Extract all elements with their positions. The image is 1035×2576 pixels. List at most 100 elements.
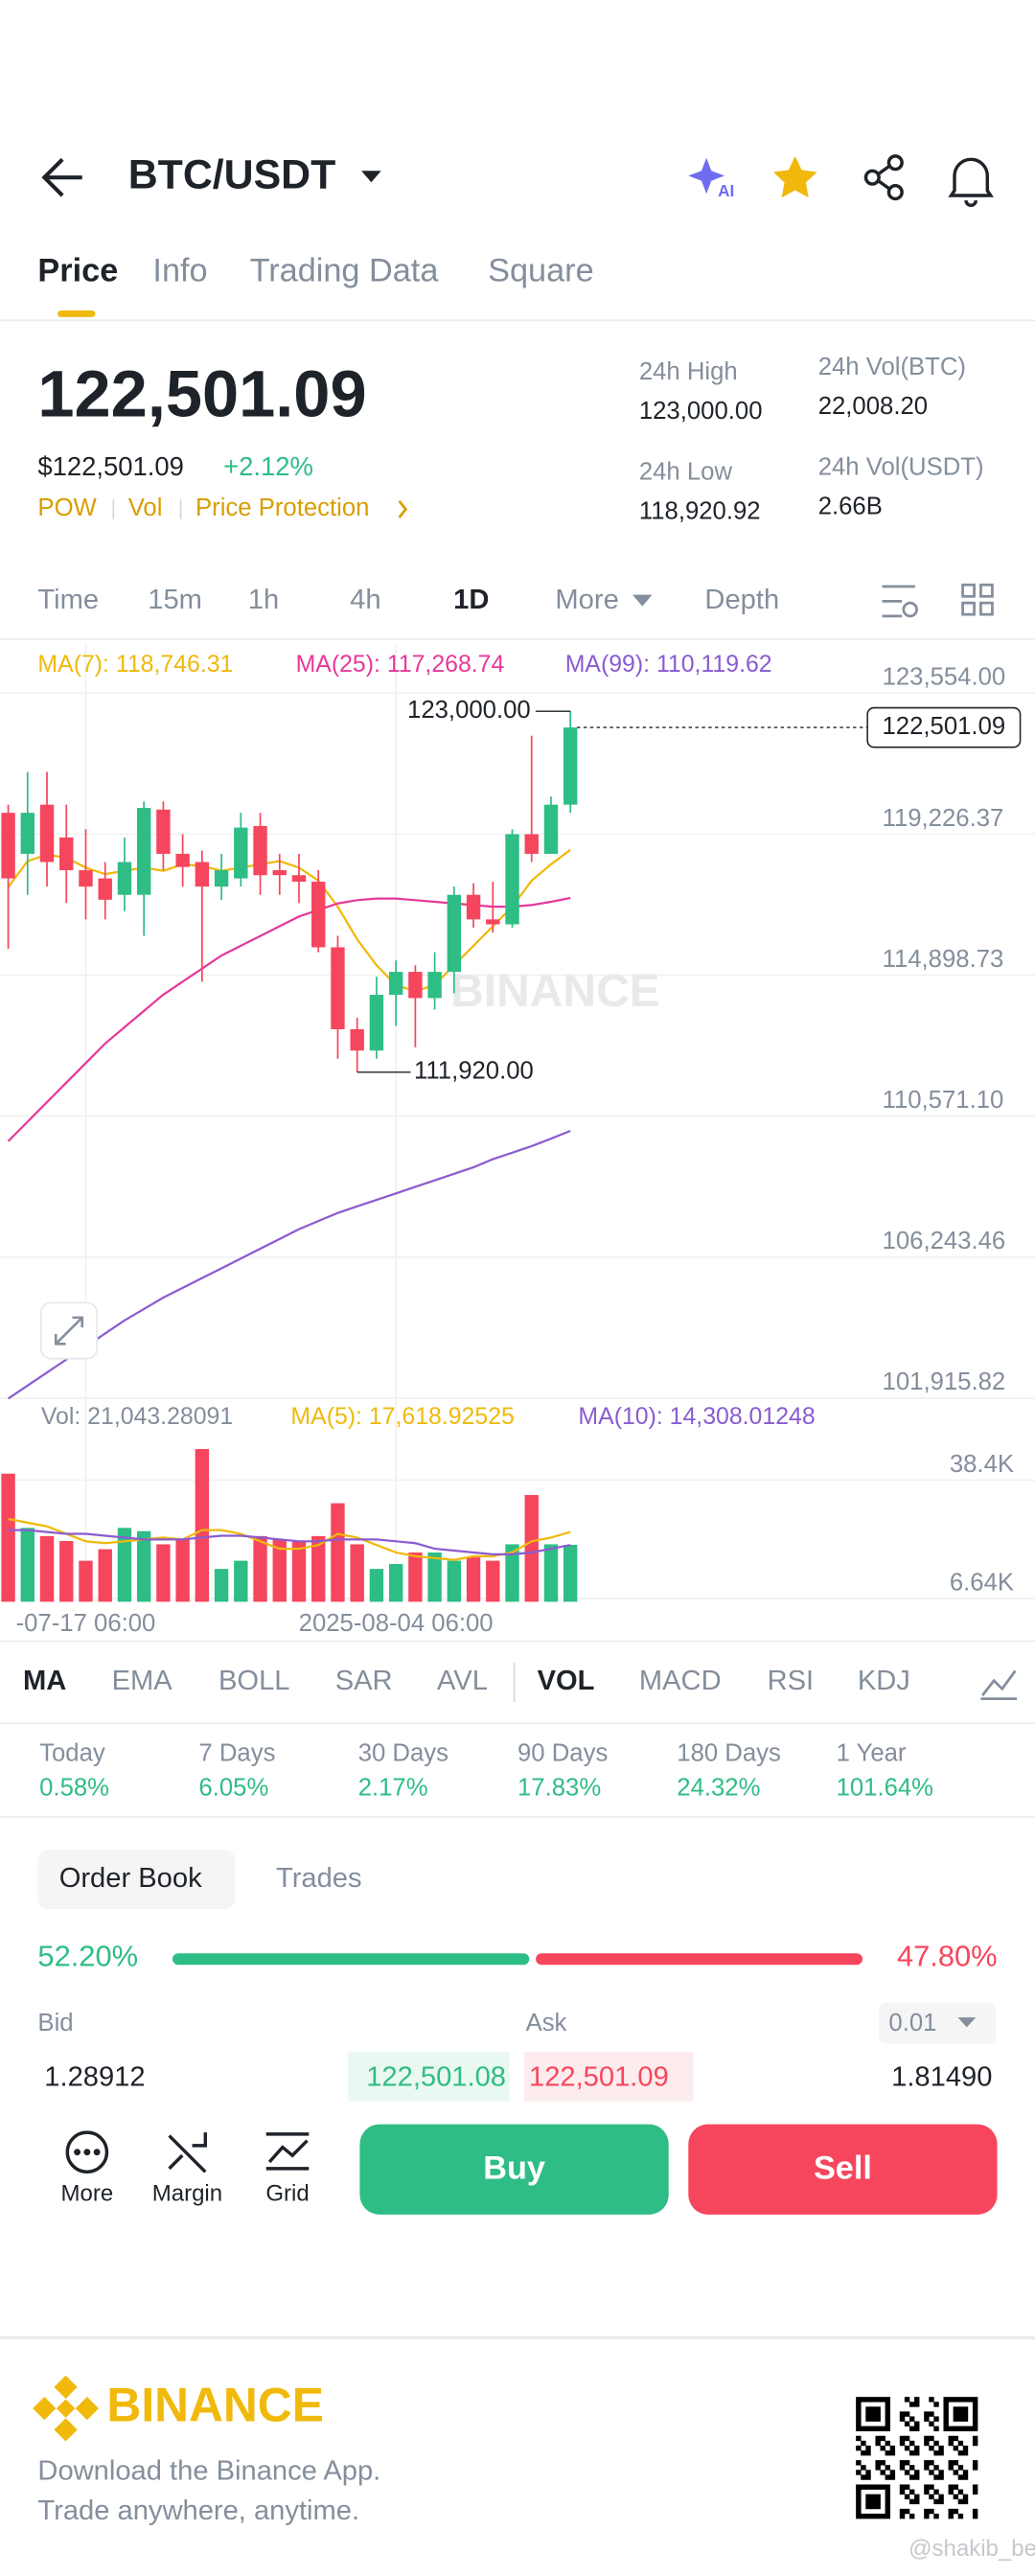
tab[interactable]: Trading Data [250,253,440,289]
qr-cell [904,2421,910,2426]
tab[interactable]: Price [37,253,118,289]
qr-cell [889,2474,896,2480]
indicator-tab[interactable]: BOLL [218,1666,289,1696]
action-label[interactable]: Margin [152,2181,222,2207]
share-icon[interactable] [863,154,904,201]
indicator-tab[interactable]: MACD [639,1666,722,1696]
qr-cell [856,2406,862,2412]
buy-label[interactable]: Buy [483,2150,545,2187]
order-book-tab[interactable]: Trades [276,1863,362,1894]
period-label: 7 Days [198,1740,275,1767]
action-label[interactable]: Grid [265,2181,309,2207]
buy-button[interactable] [359,2124,669,2215]
qr-cell [914,2397,920,2403]
precision-select[interactable] [879,2002,996,2044]
qr-cell [856,2411,862,2417]
legend-entry: MA(5): 17,618.92525 [290,1404,514,1430]
tag[interactable]: POW [37,494,97,521]
qr-cell [880,2470,886,2475]
symbol-caret[interactable] [361,171,381,183]
indicator-tab[interactable]: VOL [538,1666,595,1696]
symbol[interactable]: BTC/USDT [128,151,336,197]
indicator-tab[interactable]: EMA [112,1666,173,1696]
qr-cell [899,2416,906,2422]
indicator-tab[interactable]: MA [23,1666,66,1696]
interval[interactable]: More [555,585,618,615]
tab[interactable]: Square [488,253,593,289]
ai-icon[interactable] [688,157,724,195]
indicator-tab[interactable]: AVL [437,1666,488,1696]
qr-cell [870,2498,876,2505]
qr-cell [933,2440,939,2447]
qr-cell [924,2484,930,2490]
candle-body [20,813,34,854]
period-change: 6.05% [198,1775,268,1802]
bid-ratio-label: 52.20% [37,1940,138,1973]
order-book-tab[interactable]: Order Book [59,1863,202,1894]
qr-cell [856,2484,862,2490]
favorite-star[interactable] [772,155,817,198]
divider [0,2335,1035,2340]
footer-text: Trade anywhere, anytime. [37,2496,359,2526]
tag[interactable]: Vol [128,494,163,521]
qr-cell [957,2498,964,2505]
ai-badge[interactable]: AI [718,181,734,200]
candle-body [234,827,248,879]
qr-cell [899,2508,906,2515]
bid-ratio-bar [172,1953,530,1966]
grid-icon[interactable] [265,2132,310,2171]
back-button[interactable] [41,157,82,197]
qr-cell [933,2450,939,2456]
interval[interactable]: Depth [704,585,779,615]
period-change: 101.64% [837,1775,933,1802]
volume-bar [39,1535,55,1602]
alert-bell[interactable] [948,157,994,207]
margin-icon[interactable] [168,2132,207,2174]
action-label[interactable]: More [61,2181,114,2207]
qr-cell [880,2484,886,2490]
interval[interactable]: 15m [148,585,202,615]
qr-cell [938,2474,944,2480]
qr-cell [899,2484,906,2490]
chart-settings[interactable] [882,585,918,618]
candle-body [39,804,55,862]
volume-bar [524,1495,539,1602]
interval[interactable]: 1h [248,585,279,615]
sell-label[interactable]: Sell [814,2150,872,2187]
stat-label: 24h High [639,358,738,385]
volume-bar [408,1552,423,1602]
indicator-tab[interactable]: RSI [768,1666,815,1696]
qr-cell [856,2503,862,2510]
qr-cell [953,2508,959,2515]
qr-cell [880,2435,886,2442]
sell-button[interactable] [688,2124,998,2215]
candle-body [408,972,423,999]
indicator-tab[interactable]: KDJ [858,1666,910,1696]
indicator-tab[interactable]: SAR [335,1666,393,1696]
qr-cell [972,2421,978,2426]
y-tick-label: 38.4K [950,1451,1014,1478]
qr-cell [861,2450,866,2456]
volume-bar [291,1540,307,1602]
interval[interactable]: 4h [350,585,380,615]
more-icon[interactable] [65,2130,109,2174]
qr-cell [856,2513,862,2519]
qr-cell [948,2513,954,2519]
qr-cell [856,2508,862,2515]
indicator-settings[interactable] [980,1669,1018,1700]
tab[interactable]: Info [152,253,207,289]
interval[interactable]: 1D [453,585,489,615]
tag[interactable]: Price Protection [196,494,369,521]
qr-cell [856,2460,862,2466]
qr-cell [889,2445,896,2451]
candle-body [466,894,481,920]
qr-cell [885,2421,891,2426]
candle-body [388,972,403,996]
qr-cell [948,2484,954,2490]
layout-button[interactable] [961,583,994,616]
interval[interactable]: Time [37,585,99,615]
more-caret [632,594,653,607]
qr-cell [885,2411,891,2417]
qr-cell [908,2426,915,2432]
qr-cell [875,2460,881,2466]
